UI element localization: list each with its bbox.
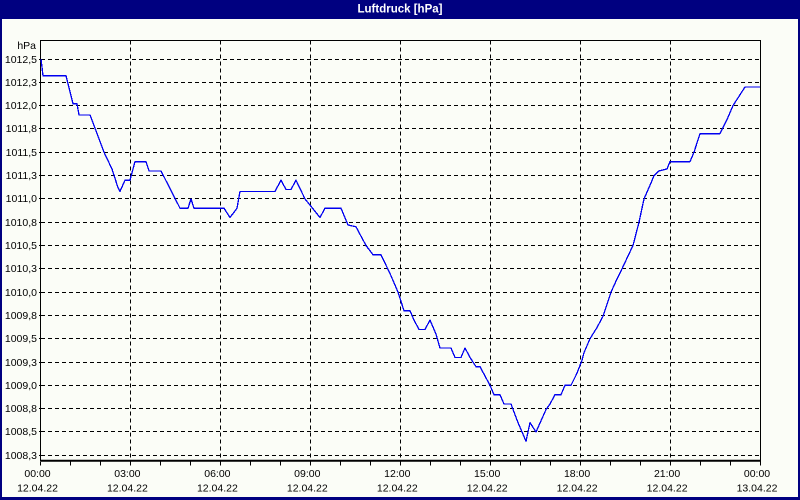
svg-text:1012,5: 1012,5 <box>5 54 37 66</box>
svg-text:1008,5: 1008,5 <box>5 426 37 438</box>
svg-text:15:00: 15:00 <box>474 468 500 480</box>
svg-text:1011,8: 1011,8 <box>6 123 37 135</box>
svg-text:1009,8: 1009,8 <box>5 310 37 322</box>
svg-text:12.04.22: 12.04.22 <box>557 483 598 495</box>
svg-text:12.04.22: 12.04.22 <box>107 483 148 495</box>
svg-text:1012,3: 1012,3 <box>5 77 37 89</box>
svg-text:1010,8: 1010,8 <box>5 217 37 229</box>
svg-text:03:00: 03:00 <box>114 468 140 480</box>
svg-text:1012,0: 1012,0 <box>5 100 37 112</box>
svg-text:00:00: 00:00 <box>744 468 770 480</box>
svg-text:hPa: hPa <box>17 40 36 52</box>
svg-text:1011,0: 1011,0 <box>6 193 37 205</box>
svg-text:Luftdruck [hPa]: Luftdruck [hPa] <box>358 4 443 16</box>
svg-text:1010,3: 1010,3 <box>5 263 37 275</box>
svg-text:12:00: 12:00 <box>384 468 410 480</box>
svg-text:00:00: 00:00 <box>24 468 50 480</box>
svg-text:1009,5: 1009,5 <box>5 333 37 345</box>
svg-text:12.04.22: 12.04.22 <box>287 483 328 495</box>
svg-text:1008,8: 1008,8 <box>5 403 37 415</box>
svg-text:12.04.22: 12.04.22 <box>17 483 58 495</box>
svg-text:12.04.22: 12.04.22 <box>647 483 688 495</box>
svg-text:1011,3: 1011,3 <box>6 170 37 182</box>
svg-text:1008,3: 1008,3 <box>5 450 37 462</box>
svg-text:12.04.22: 12.04.22 <box>197 483 238 495</box>
svg-text:1009,3: 1009,3 <box>5 357 37 369</box>
svg-text:18:00: 18:00 <box>564 468 590 480</box>
svg-text:13.04.22: 13.04.22 <box>737 483 778 495</box>
svg-text:1011,5: 1011,5 <box>6 147 37 159</box>
svg-text:09:00: 09:00 <box>294 468 320 480</box>
svg-text:21:00: 21:00 <box>654 468 680 480</box>
svg-text:12.04.22: 12.04.22 <box>467 483 508 495</box>
svg-text:1009,0: 1009,0 <box>5 380 37 392</box>
svg-text:1010,0: 1010,0 <box>5 287 37 299</box>
svg-text:1010,5: 1010,5 <box>5 240 37 252</box>
svg-text:06:00: 06:00 <box>204 468 230 480</box>
svg-text:12.04.22: 12.04.22 <box>377 483 418 495</box>
